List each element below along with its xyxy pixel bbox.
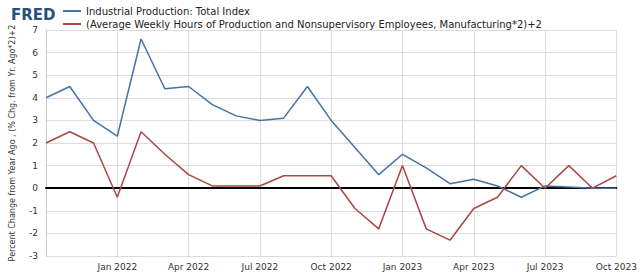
svg-text:1: 1 bbox=[32, 161, 38, 171]
svg-text:Oct 2022: Oct 2022 bbox=[311, 262, 352, 272]
svg-text:Apr 2023: Apr 2023 bbox=[453, 262, 494, 272]
svg-text:Apr 2022: Apr 2022 bbox=[168, 262, 209, 272]
svg-text:Jan 2023: Jan 2023 bbox=[382, 262, 423, 272]
svg-text:Oct 2023: Oct 2023 bbox=[596, 262, 637, 272]
svg-text:0: 0 bbox=[32, 183, 38, 193]
svg-text:Jul 2023: Jul 2023 bbox=[526, 262, 564, 272]
svg-text:Industrial Production: Total I: Industrial Production: Total Index bbox=[86, 6, 250, 17]
svg-text:3: 3 bbox=[32, 115, 38, 125]
svg-text:Jul 2022: Jul 2022 bbox=[241, 262, 279, 272]
svg-text:6: 6 bbox=[32, 48, 38, 58]
svg-text:(Average Weekly Hours of Produ: (Average Weekly Hours of Production and … bbox=[86, 19, 542, 30]
svg-text:Percent Change from Year Ago ,: Percent Change from Year Ago , (% Chg. f… bbox=[8, 25, 17, 262]
svg-text:-3: -3 bbox=[29, 251, 38, 261]
svg-text:5: 5 bbox=[32, 70, 38, 80]
svg-text:-2: -2 bbox=[29, 228, 38, 238]
svg-text:-1: -1 bbox=[29, 206, 38, 216]
svg-text:4: 4 bbox=[32, 93, 38, 103]
svg-text:7: 7 bbox=[32, 25, 38, 35]
svg-text:2: 2 bbox=[32, 138, 38, 148]
svg-text:FRED: FRED bbox=[11, 6, 56, 24]
svg-text:Jan 2022: Jan 2022 bbox=[96, 262, 137, 272]
